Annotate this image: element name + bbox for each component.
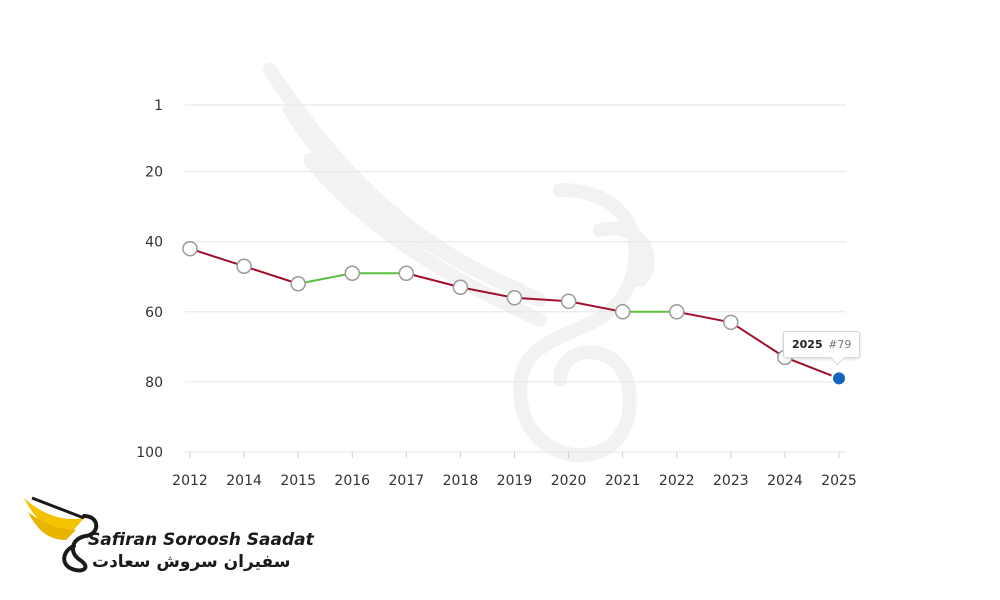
grid-lines <box>185 104 846 453</box>
x-tick-label: 2018 <box>443 473 479 489</box>
data-point[interactable] <box>560 293 577 310</box>
y-tick-label: 60 <box>145 305 163 321</box>
series-segment <box>784 356 840 380</box>
series-segment <box>297 272 353 285</box>
y-tick-label: 80 <box>145 375 163 391</box>
x-tick-label: 2012 <box>172 473 208 489</box>
data-point[interactable] <box>614 304 631 320</box>
watermark-logo <box>263 63 655 463</box>
x-tick-label: 2017 <box>389 473 425 489</box>
data-point[interactable] <box>344 265 360 281</box>
bird-icon <box>24 496 99 573</box>
x-tick-label: 2019 <box>497 473 533 489</box>
data-point[interactable] <box>182 240 198 257</box>
x-tick-label: 2021 <box>605 473 641 489</box>
data-point[interactable] <box>236 258 252 274</box>
y-tick-label: 40 <box>145 235 163 251</box>
x-tick-label: 2015 <box>280 473 316 489</box>
y-tick-label: 20 <box>145 165 163 181</box>
logo-name-fa: سفیران سروش سعادت <box>92 552 291 572</box>
tooltip-year: 2025 <box>792 338 823 351</box>
series-line <box>189 247 840 380</box>
company-logo: Safiran Soroosh Saadat سفیران سروش سعادت <box>22 494 314 579</box>
data-point[interactable] <box>506 290 523 306</box>
series-segment <box>568 300 623 313</box>
data-point[interactable] <box>669 304 685 320</box>
tooltip: 2025 #79 <box>783 331 861 358</box>
series-segment <box>243 265 299 285</box>
data-point-highlighted[interactable] <box>831 370 847 387</box>
x-tick-label: 2020 <box>551 473 587 489</box>
data-point[interactable] <box>290 276 306 292</box>
series-segment <box>676 310 732 324</box>
y-tick-label: 100 <box>136 445 163 461</box>
series-segment <box>406 272 461 289</box>
series-points <box>182 240 847 387</box>
data-point[interactable] <box>452 279 469 296</box>
x-tick-label: 2016 <box>334 473 370 489</box>
x-tick-label: 2022 <box>659 473 695 489</box>
y-axis-ticks: 1 20 40 60 80 100 <box>136 98 163 461</box>
series-segment <box>189 247 245 268</box>
tooltip-value: #79 <box>828 338 852 351</box>
x-tick-label: 2023 <box>713 473 749 489</box>
x-tick-label: 2025 <box>821 473 857 489</box>
data-point[interactable] <box>723 314 739 331</box>
series-segment <box>514 296 569 303</box>
y-tick-label: 1 <box>154 98 163 114</box>
x-tick-label: 2014 <box>226 473 262 489</box>
data-point[interactable] <box>398 265 415 281</box>
logo-name-en: Safiran Soroosh Saadat <box>88 530 314 550</box>
x-tick-label: 2024 <box>767 473 803 489</box>
series-segment <box>460 286 515 299</box>
series-segment <box>730 321 786 359</box>
x-axis-ticks: 2012 2014 2015 2016 2017 2018 2019 2020 2021 2022… <box>172 452 857 489</box>
